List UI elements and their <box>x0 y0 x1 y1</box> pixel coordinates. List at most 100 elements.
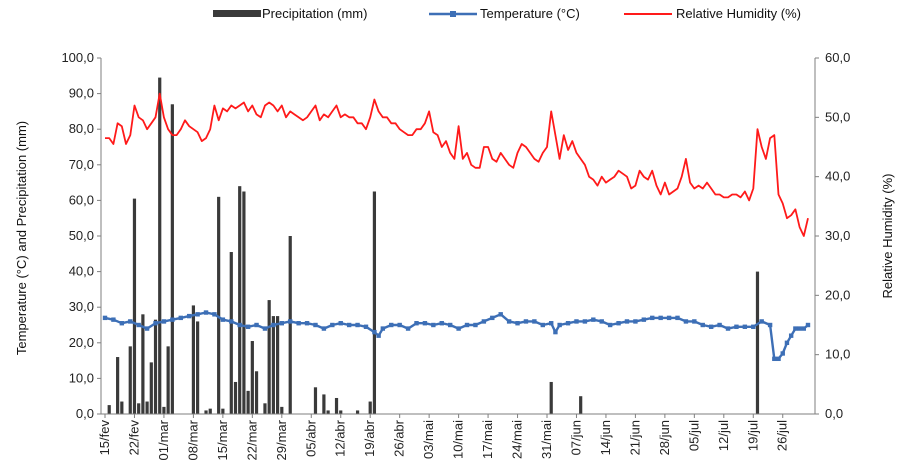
precipitation-bar <box>128 346 132 414</box>
x-tick-label: 14/jun <box>598 420 613 455</box>
x-tick-label: 01/mar <box>156 419 171 460</box>
legend-marker-temperature <box>450 11 456 17</box>
temperature-point <box>683 319 689 324</box>
precipitation-bar <box>233 381 238 414</box>
precipitation-bar <box>153 319 158 414</box>
y-right-tick-label: 30,0 <box>825 228 850 243</box>
line-series <box>102 92 811 362</box>
precipitation-bar <box>246 390 250 414</box>
y-left-axis-title: Temperature (°C) and Precipitation (mm) <box>14 121 29 355</box>
temperature-point <box>700 322 705 328</box>
precipitation-bar <box>191 305 196 414</box>
y-right-tick-label: 20,0 <box>825 287 850 302</box>
x-tick-label: 10/mai <box>451 420 466 459</box>
temperature-point <box>431 322 436 328</box>
temperature-point <box>725 326 731 331</box>
y-left-tick-label: 0,0 <box>76 406 94 421</box>
precipitation-bar <box>107 405 111 414</box>
y-left-tick-label: 50,0 <box>69 228 94 243</box>
temperature-point <box>801 326 806 331</box>
temperature-point <box>641 317 647 322</box>
precipitation-bar <box>158 77 162 414</box>
temperature-point <box>338 321 343 326</box>
y-right-tick-labels: 0,0 10,0 20,0 30,0 40,0 50,0 60,0 <box>815 50 850 421</box>
temperature-point <box>650 315 655 321</box>
precipitation-bar <box>368 401 372 414</box>
temperature-point <box>515 321 520 326</box>
temperature-point <box>490 315 495 321</box>
legend-item-humidity: Relative Humidity (%) <box>624 6 801 21</box>
temperature-point <box>136 322 141 328</box>
temperature-point <box>111 317 116 322</box>
temperature-point <box>178 315 183 321</box>
y-right-tick-label: 40,0 <box>825 169 850 184</box>
precipitation-bar <box>116 357 120 414</box>
precipitation-bar <box>334 397 339 414</box>
temperature-point <box>532 319 537 324</box>
temperature-point <box>439 321 444 326</box>
precipitation-bar <box>372 191 377 414</box>
precipitation-bar <box>204 410 208 414</box>
x-tick-labels: 15/fev 22/fev 01/mar 08/mar 15/mar 22/mar 29/m… <box>97 414 790 460</box>
temperature-point <box>153 321 158 326</box>
temperature-point <box>119 321 125 326</box>
temperature-point <box>372 329 377 335</box>
temperature-line <box>104 311 809 360</box>
temperature-point <box>212 312 217 317</box>
precipitation-bar <box>280 406 284 414</box>
y-left-tick-label: 10,0 <box>69 370 94 385</box>
temperature-point <box>666 315 672 321</box>
temperature-point <box>203 310 209 315</box>
precipitation-bar <box>322 394 326 414</box>
x-tick-label: 19/abr <box>362 419 377 457</box>
temperature-point <box>397 322 402 328</box>
precipitation-bar <box>137 403 141 414</box>
temperature-point <box>759 319 764 324</box>
x-tick-label: 17/mai <box>480 420 495 459</box>
temperature-point <box>422 321 428 326</box>
temperature-point <box>245 324 251 329</box>
x-tick-label: 29/mar <box>274 419 289 460</box>
temperature-point <box>734 324 739 329</box>
temperature-point <box>616 321 621 326</box>
temperature-point <box>220 317 226 322</box>
y-left-tick-label: 30,0 <box>69 299 94 314</box>
temperature-point <box>780 351 785 356</box>
precipitation-bar <box>208 408 212 414</box>
temperature-point <box>717 322 722 328</box>
humidity-line <box>105 92 809 237</box>
precipitation-bar <box>579 396 583 414</box>
y-left-tick-labels: 0,0 10,0 20,0 30,0 40,0 50,0 60,0 70,0 80,0 90,0 1… <box>61 50 101 421</box>
y-right-tick-label: 60,0 <box>825 50 850 65</box>
temperature-point <box>304 321 310 326</box>
temperature-point <box>565 321 571 326</box>
x-tick-label: 07/jun <box>568 420 583 455</box>
precipitation-bar <box>275 316 280 414</box>
temperature-point <box>788 333 794 338</box>
x-tick-label: 15/fev <box>97 420 112 456</box>
precipitation-bars <box>107 77 760 414</box>
temperature-point <box>658 315 663 321</box>
temperature-point <box>708 324 714 329</box>
y-right-tick-label: 10,0 <box>825 347 850 362</box>
precipitation-bar <box>217 196 221 414</box>
precipitation-bar <box>132 198 137 414</box>
temperature-point <box>262 326 268 331</box>
precipitation-bar <box>120 401 124 414</box>
y-right-tick-label: 0,0 <box>825 406 843 421</box>
x-tick-label: 21/jun <box>627 420 642 455</box>
temperature-point <box>405 326 411 331</box>
precipitation-bar <box>250 341 254 414</box>
temperature-point <box>574 319 579 324</box>
precipitation-bar <box>339 410 343 414</box>
temperature-point <box>456 326 461 331</box>
x-tick-label: 15/mar <box>215 419 230 460</box>
temperature-point <box>675 315 680 321</box>
legend-label-precipitation: Precipitation (mm) <box>262 6 367 21</box>
legend-label-humidity: Relative Humidity (%) <box>676 6 801 21</box>
temperature-point <box>751 324 756 329</box>
y-left-tick-label: 20,0 <box>69 335 94 350</box>
x-tick-label: 24/mai <box>510 420 525 459</box>
temperature-point <box>389 322 394 328</box>
